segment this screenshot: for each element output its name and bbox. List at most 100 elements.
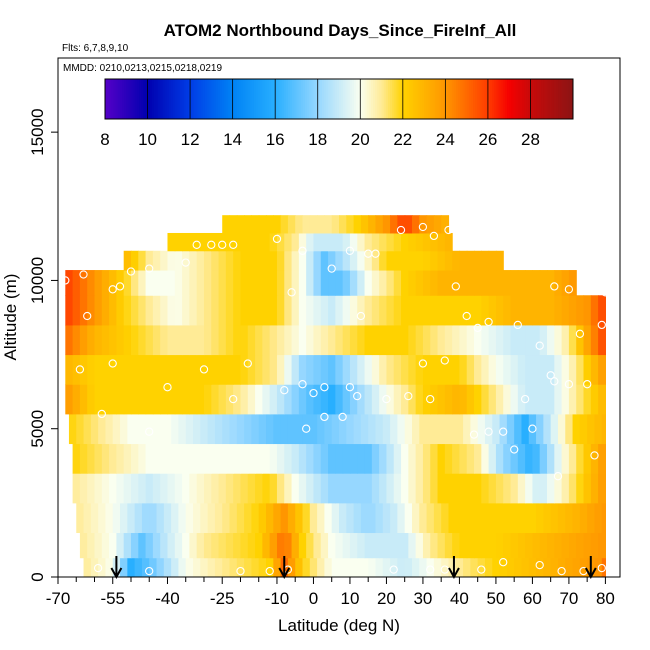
heatmap-cell — [145, 250, 154, 271]
heatmap-cell — [276, 324, 285, 356]
heatmap-cell — [401, 324, 409, 356]
heatmap-cell — [357, 324, 366, 356]
heatmap-cell — [517, 324, 526, 356]
heatmap-cell — [466, 354, 475, 385]
heatmap-cell — [306, 473, 315, 504]
heatmap-cell — [561, 532, 570, 559]
heatmap-cell — [145, 473, 154, 504]
heatmap-cell — [320, 473, 329, 504]
heatmap-cell — [313, 473, 322, 504]
heatmap-band — [65, 295, 606, 326]
heatmap-cell — [240, 295, 249, 326]
heatmap-cell — [422, 443, 431, 474]
colorbar-segment — [228, 79, 232, 119]
sample-point — [440, 356, 449, 365]
heatmap-cell — [404, 557, 413, 578]
sample-point — [108, 359, 117, 368]
heatmap-cell — [317, 413, 325, 445]
colorbar-segment — [113, 79, 117, 119]
heatmap-cell — [276, 270, 285, 296]
heatmap-cell — [240, 232, 249, 252]
heatmap-cell — [225, 473, 234, 504]
colorbar-segment — [462, 79, 466, 119]
heatmap-cell — [459, 295, 468, 326]
sample-point — [462, 311, 471, 321]
colorbar-segment — [417, 79, 421, 119]
colorbar-tick-label: 18 — [308, 130, 327, 149]
heatmap-cell — [386, 473, 395, 504]
heatmap-cell — [160, 324, 169, 356]
heatmap-cell — [481, 532, 490, 559]
heatmap-cell — [134, 502, 143, 534]
heatmap-cell — [583, 473, 592, 504]
heatmap-cell — [525, 354, 534, 385]
sample-point — [145, 264, 154, 273]
heatmap-cell — [521, 557, 530, 578]
heatmap-cell — [503, 473, 512, 504]
heatmap-cell — [561, 324, 570, 356]
sample-point — [75, 365, 85, 374]
heatmap-cell — [109, 354, 117, 385]
heatmap-cell — [349, 443, 358, 474]
heatmap-cell — [430, 354, 439, 385]
heatmap-cell — [495, 354, 504, 385]
colorbar-segment — [166, 79, 170, 119]
heatmap-cell — [160, 250, 169, 271]
heatmap-cell — [342, 250, 351, 271]
y-tick-label: 5000 — [28, 410, 47, 448]
colorbar-segment — [543, 79, 546, 119]
heatmap-cell — [459, 384, 468, 415]
heatmap-cell — [568, 532, 577, 559]
heatmap-cell — [371, 250, 380, 271]
heatmap-cell — [123, 270, 132, 296]
colorbar-segment — [360, 79, 363, 119]
heatmap-cell — [514, 413, 523, 445]
heatmap-cell — [514, 502, 523, 534]
heatmap-cell — [182, 232, 190, 252]
heatmap-cell — [313, 232, 322, 252]
heatmap-cell — [196, 295, 205, 326]
heatmap-cell — [123, 295, 132, 326]
colorbar-segment — [202, 79, 206, 119]
heatmap-cell — [539, 270, 548, 296]
heatmap-cell — [561, 473, 570, 504]
heatmap-cell — [298, 295, 307, 326]
colorbar-segment — [239, 79, 242, 119]
heatmap-cell — [382, 557, 391, 578]
heatmap-cell — [218, 443, 227, 474]
heatmap-cell — [218, 473, 227, 504]
heatmap-band — [65, 324, 606, 356]
heatmap-cell — [550, 502, 559, 534]
heatmap-cell — [182, 250, 190, 271]
heatmap-cell — [94, 384, 103, 415]
heatmap-cell — [90, 502, 99, 534]
heatmap-cell — [349, 295, 358, 326]
heatmap-cell — [503, 324, 512, 356]
colorbar-segment — [141, 79, 144, 119]
heatmap-cell — [87, 384, 96, 415]
heatmap-cell — [320, 354, 329, 385]
heatmap-cell — [331, 502, 340, 534]
heatmap-cell — [189, 384, 198, 415]
heatmap-cell — [346, 502, 355, 534]
sample-point — [298, 246, 307, 255]
heatmap-cell — [481, 295, 490, 326]
heatmap-cell — [430, 532, 439, 559]
heatmap-cell — [174, 384, 183, 415]
sample-point — [298, 380, 307, 389]
colorbar-segment — [217, 79, 221, 119]
colorbar-segment — [313, 79, 317, 119]
heatmap-cell — [379, 250, 388, 271]
sample-point — [550, 377, 559, 386]
heatmap-cell — [266, 413, 274, 445]
heatmap-cell — [87, 324, 96, 356]
x-tick-label: 10 — [340, 589, 359, 608]
heatmap-cell — [364, 295, 373, 326]
heatmap-cell — [426, 557, 435, 578]
colorbar-segment — [256, 79, 259, 119]
colorbar-segment — [460, 79, 463, 119]
heatmap-cell — [495, 295, 504, 326]
heatmap-cell — [87, 532, 96, 559]
heatmap-cell — [335, 384, 344, 415]
heatmap-cell — [273, 413, 282, 445]
